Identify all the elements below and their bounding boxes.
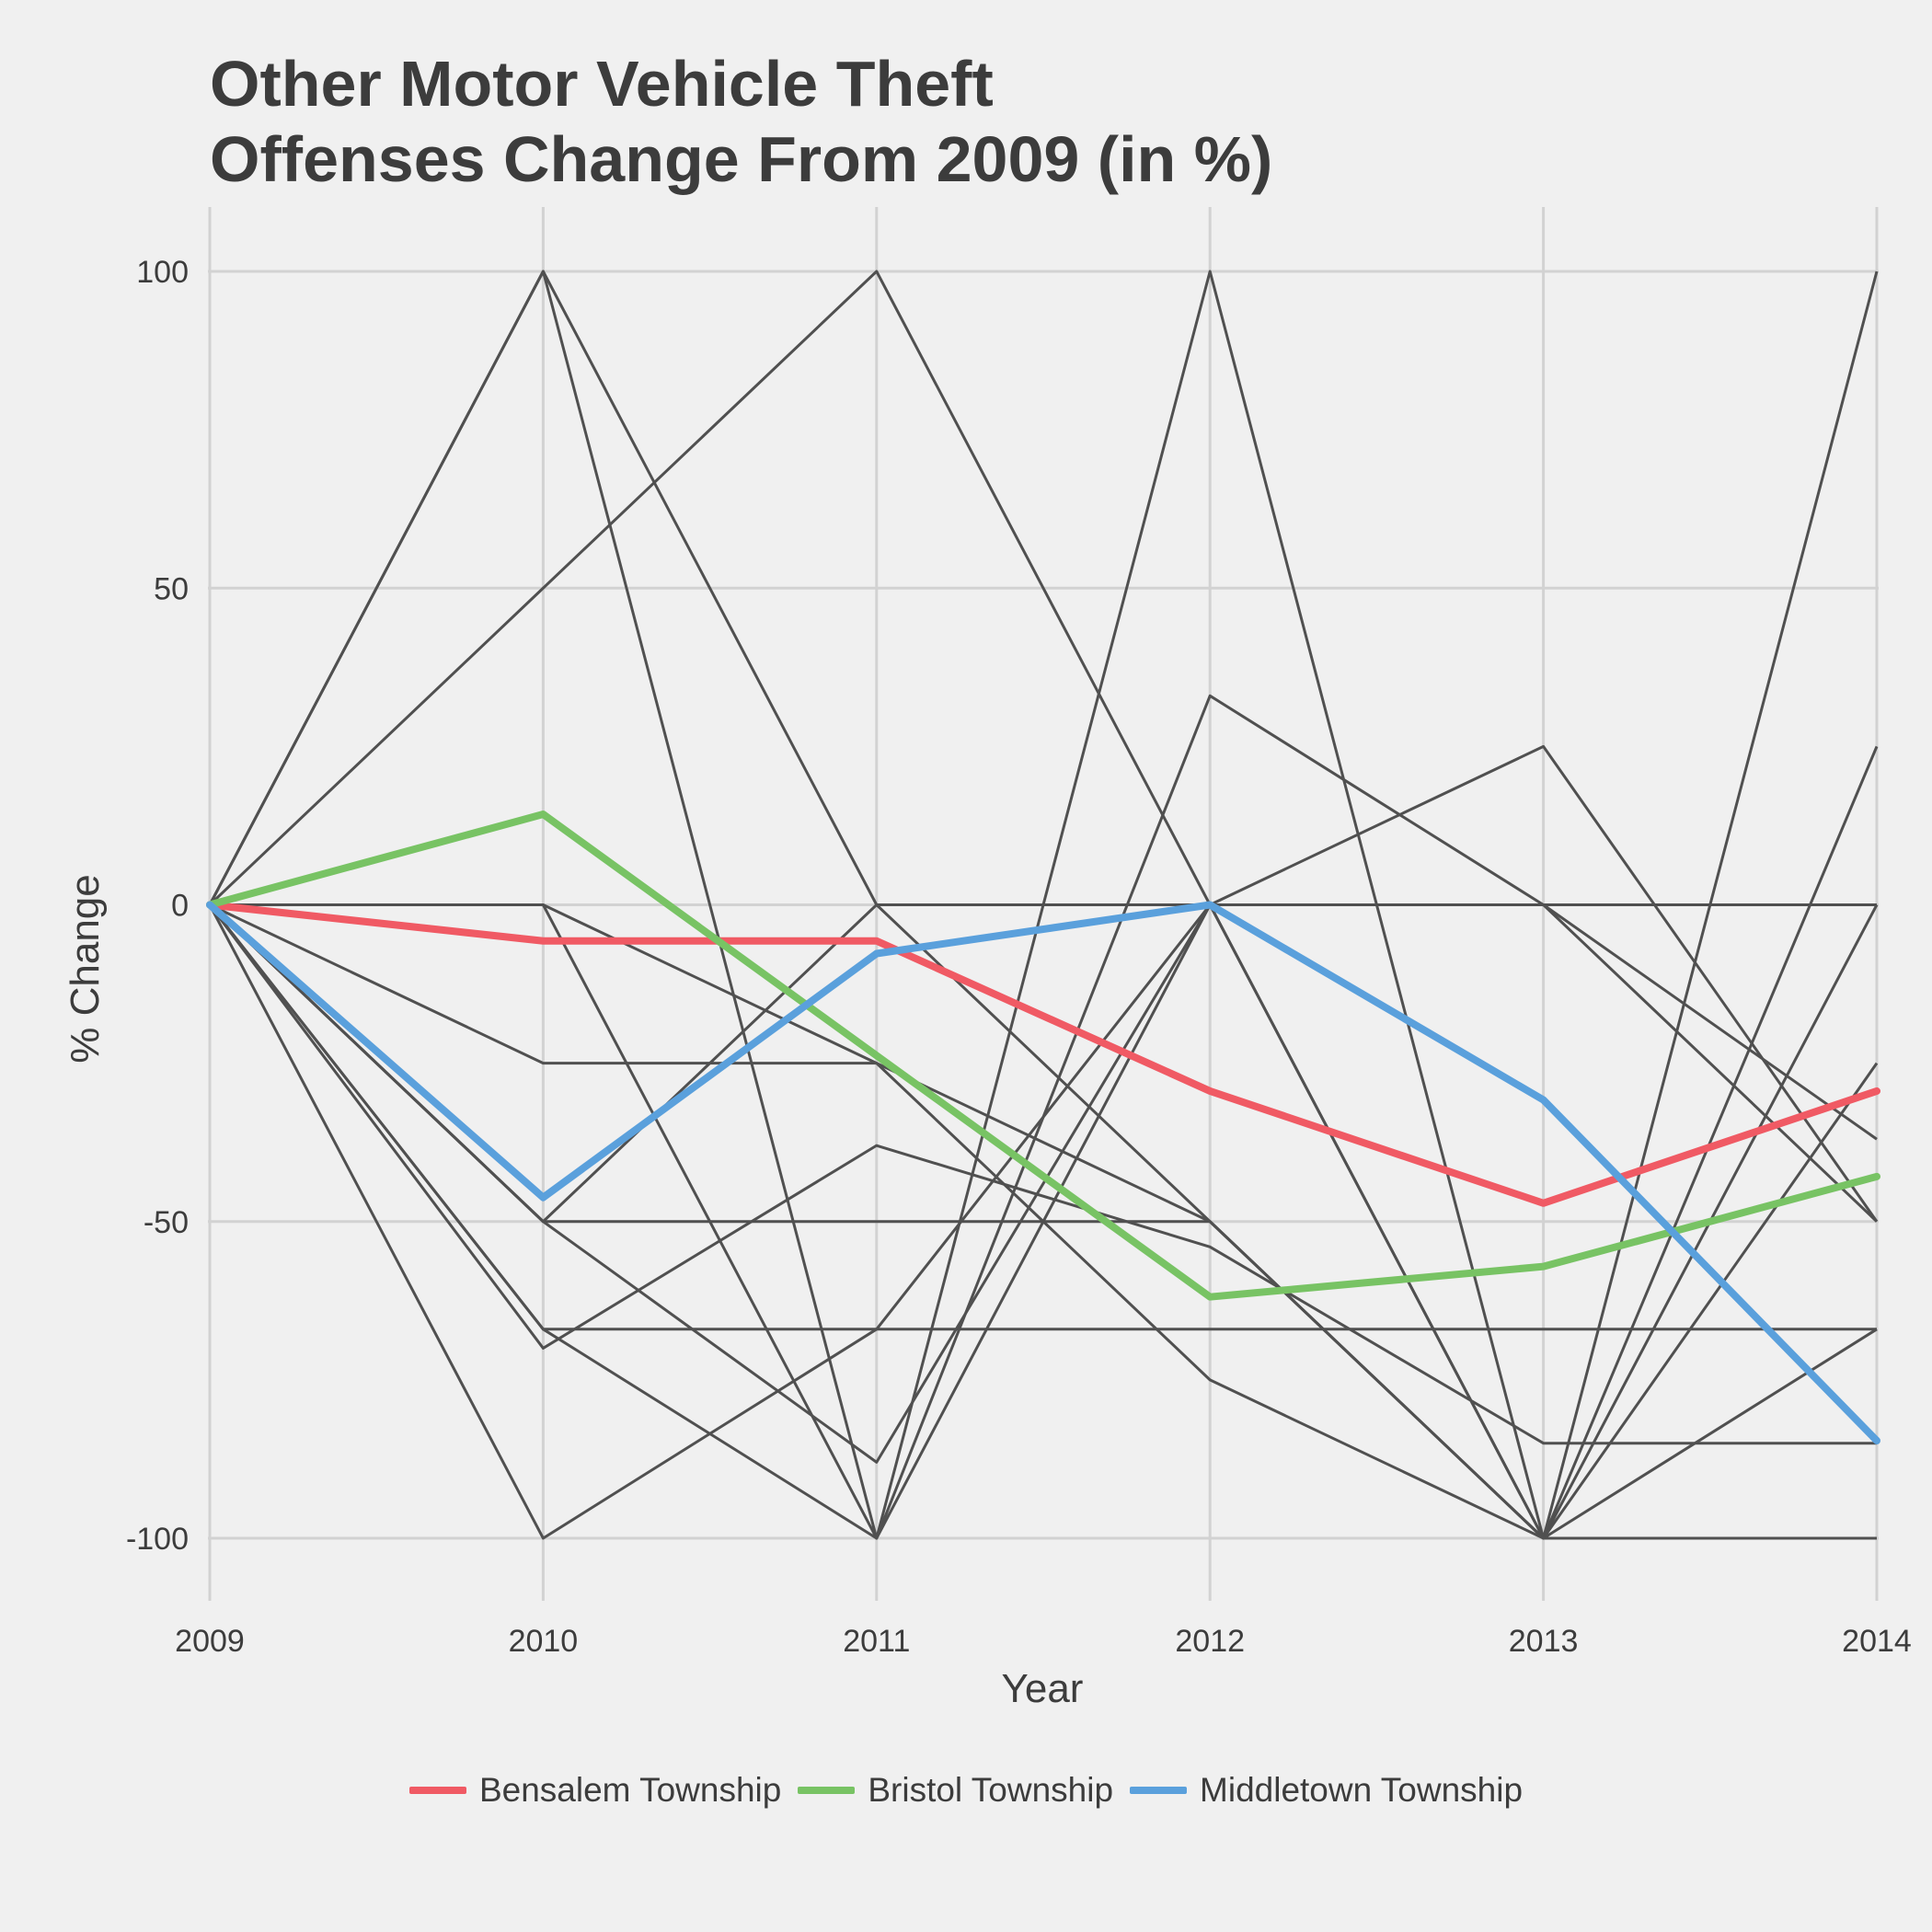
legend: Bensalem Township Bristol Township Middlet… — [0, 1771, 1932, 1810]
y-tick-label: 50 — [154, 571, 189, 606]
legend-item: Bensalem Township — [408, 1771, 782, 1810]
x-axis-tick-labels: 2009 2010 2011 2012 2013 2014 — [175, 1624, 1912, 1659]
x-tick-label: 2013 — [1509, 1624, 1579, 1659]
x-tick-label: 2009 — [175, 1624, 245, 1659]
legend-item: Bristol Township — [798, 1771, 1113, 1810]
legend-label: Bristol Township — [868, 1771, 1114, 1809]
legend-key — [408, 1787, 466, 1794]
series-line-bristol-township — [206, 811, 1880, 1301]
x-axis-title: Year — [1002, 1666, 1084, 1711]
background-series-line — [208, 270, 1879, 1540]
x-tick-label: 2010 — [509, 1624, 579, 1659]
background-series-line — [210, 903, 1877, 1540]
y-tick-label: -50 — [144, 1205, 189, 1240]
chart-title: Other Motor Vehicle Theft Offenses Chang… — [210, 46, 1272, 197]
x-tick-label: 2012 — [1175, 1624, 1245, 1659]
y-tick-label: -100 — [126, 1522, 189, 1557]
background-series-line — [209, 903, 1878, 1540]
y-tick-label: 100 — [136, 255, 189, 290]
x-tick-label: 2014 — [1842, 1624, 1912, 1659]
series-line-middletown-township — [206, 901, 1880, 1444]
legend-item: Middletown Township — [1130, 1771, 1523, 1810]
y-axis-title: % Change — [63, 874, 108, 1063]
x-tick-label: 2011 — [843, 1624, 910, 1659]
y-axis-tick-labels: 100 50 0 -50 -100 — [126, 255, 189, 1557]
legend-label: Middletown Township — [1200, 1771, 1524, 1809]
background-series-lines — [208, 270, 1879, 1540]
highlighted-series-lines — [206, 811, 1880, 1444]
chart-title-line-2: Offenses Change From 2009 (in %) — [210, 123, 1273, 195]
series-line-bensalem-township — [206, 901, 1880, 1207]
legend-key — [798, 1787, 856, 1794]
background-series-line — [208, 903, 1877, 1464]
legend-label: Bensalem Township — [478, 1771, 782, 1809]
y-tick-label: 0 — [171, 889, 189, 924]
chart-title-line-1: Other Motor Vehicle Theft — [210, 48, 994, 120]
background-series-line — [208, 694, 1878, 1540]
legend-key — [1130, 1787, 1188, 1794]
background-series-line — [208, 903, 1877, 1445]
